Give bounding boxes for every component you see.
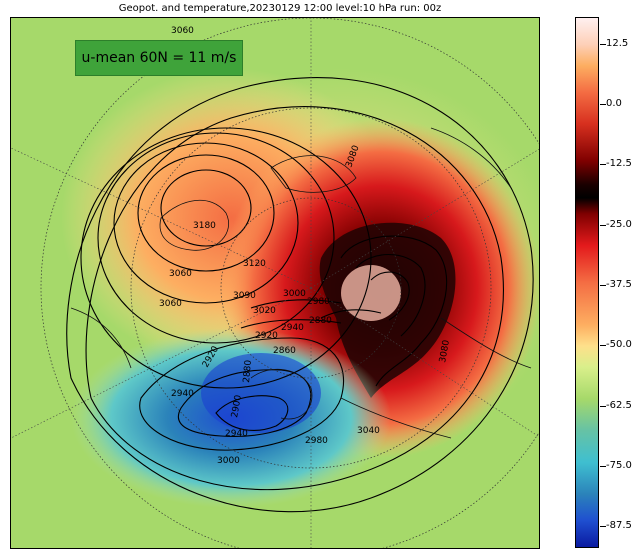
- contour-label: 2940: [171, 389, 194, 399]
- colorbar-tick-label: -37.5: [606, 278, 632, 290]
- stratosphere-map: 3060 3080 3180 3060 3120 3090 3020 3000 …: [10, 17, 540, 549]
- colorbar-tick-mark: [600, 224, 606, 226]
- colorbar-tick-label: -50.0: [606, 339, 632, 351]
- contour-label: 3060: [171, 26, 194, 36]
- contour-label: 3090: [233, 291, 256, 301]
- colorbar-tick-mark: [600, 526, 606, 528]
- colorbar-tick-mark: [600, 43, 606, 45]
- colorbar-tick-mark: [600, 465, 606, 467]
- colorbar: [575, 17, 599, 548]
- colorbar-tick-mark: [600, 103, 606, 105]
- contour-label: 3180: [193, 221, 216, 231]
- colorbar-tick-mark: [600, 345, 606, 347]
- colorbar-tick-mark: [600, 284, 606, 286]
- u-mean-annotation: u-mean 60N = 11 m/s: [75, 40, 243, 76]
- vortex-center: [341, 265, 401, 321]
- contour-label: 2980: [305, 436, 328, 446]
- contour-label: 3060: [159, 299, 182, 309]
- contour-label: 2880: [309, 316, 332, 326]
- contour-label: 3120: [243, 259, 266, 269]
- contour-label: 2980: [307, 297, 330, 307]
- colorbar-tick-mark: [600, 164, 606, 166]
- contour-label: 2880: [242, 359, 254, 383]
- contour-label: 3020: [253, 306, 276, 316]
- contour-label: 3060: [169, 269, 192, 279]
- coastlines: [70, 127, 532, 439]
- colorbar-tick-label: -25.0: [606, 218, 632, 230]
- contour-label: 2920: [255, 331, 278, 341]
- colorbar-tick-label: 12.5: [606, 37, 629, 49]
- colorbar-tick-label: -75.0: [606, 459, 632, 471]
- colorbar-tick-label: -12.5: [606, 158, 632, 170]
- contour-label: 3000: [217, 456, 240, 466]
- contour-label: 2940: [225, 429, 248, 439]
- temperature-field: 3060 3080 3180 3060 3120 3090 3020 3000 …: [11, 18, 539, 548]
- colorbar-gradient: [576, 18, 598, 547]
- contour-label: 3000: [283, 289, 306, 299]
- colorbar-tick-label: 0.0: [606, 97, 622, 109]
- colorbar-tick-label: -62.5: [606, 399, 632, 411]
- contour-label: 2860: [273, 346, 296, 356]
- cold-core: [201, 353, 321, 433]
- contour-label: 2940: [281, 323, 304, 333]
- contour-label: 3040: [357, 426, 380, 436]
- contour-label: 3080: [438, 339, 452, 364]
- geopotential-contours: [66, 77, 534, 513]
- colorbar-tick-label: -87.5: [606, 520, 632, 532]
- contour-label: 2900: [230, 394, 244, 419]
- map-title: Geopot. and temperature,20230129 12:00 l…: [118, 3, 442, 14]
- colorbar-tick-mark: [600, 405, 606, 407]
